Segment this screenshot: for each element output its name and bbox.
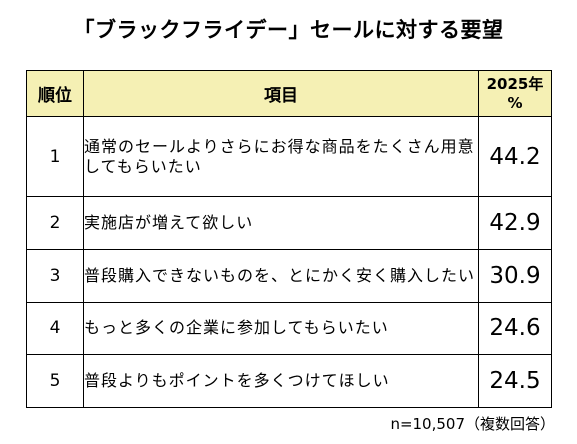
rank-cell: 3 — [26, 248, 84, 303]
rank-cell: 2 — [26, 196, 84, 250]
table-row: 1 通常のセールよりさらにお得な商品をたくさん用意してもらいたい 44.2 — [26, 115, 552, 198]
item-cell: 実施店が増えて欲しい — [83, 196, 479, 250]
header-rank: 順位 — [26, 70, 84, 117]
table-row: 2 実施店が増えて欲しい 42.9 — [26, 196, 552, 250]
rank-cell: 5 — [26, 354, 84, 408]
item-cell: 通常のセールよりさらにお得な商品をたくさん用意してもらいたい — [83, 115, 479, 198]
item-cell: 普段よりもポイントを多くつけてほしい — [83, 354, 479, 408]
table-header-row: 順位 項目 2025年 % — [26, 70, 552, 117]
table-row: 3 普段購入できないものを、とにかく安く購入したい 30.9 — [26, 248, 552, 303]
item-cell: 普段購入できないものを、とにかく安く購入したい — [83, 248, 479, 303]
item-cell: もっと多くの企業に参加してもらいたい — [83, 301, 479, 356]
rank-cell: 1 — [26, 115, 84, 198]
value-cell: 42.9 — [478, 196, 552, 250]
table-row: 5 普段よりもポイントを多くつけてほしい 24.5 — [26, 354, 552, 408]
chart-title: 「ブラックフライデー」セールに対する要望 — [73, 18, 504, 42]
value-cell: 24.5 — [478, 354, 552, 408]
value-cell: 30.9 — [478, 248, 552, 303]
table-row: 4 もっと多くの企業に参加してもらいたい 24.6 — [26, 301, 552, 356]
rank-cell: 4 — [26, 301, 84, 356]
ranking-table: 順位 項目 2025年 % 1 通常のセールよりさらにお得な商品をたくさん用意し… — [26, 70, 552, 408]
header-item: 項目 — [83, 70, 479, 117]
header-value: 2025年 % — [478, 70, 552, 117]
sample-note: n=10,507（複数回答） — [390, 415, 555, 433]
value-cell: 24.6 — [478, 301, 552, 356]
value-cell: 44.2 — [478, 115, 552, 198]
